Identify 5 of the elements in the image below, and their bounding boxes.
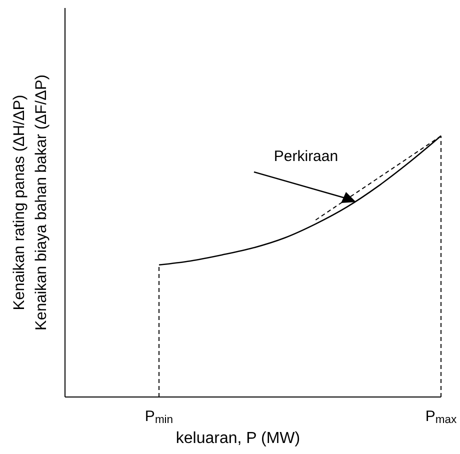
- annotation: Perkiraan: [274, 148, 338, 165]
- y-axis-title: Kenaikan rating panas (ΔH/ΔP) Kenaikan biaya bahan bakar (ΔF/ΔP): [11, 74, 50, 330]
- x-tick-label: P$_{min}$: [144, 408, 174, 426]
- x-tick-label: P$_{max}$: [425, 408, 458, 426]
- x-axis-title: keluaran, P (MW): [176, 430, 300, 447]
